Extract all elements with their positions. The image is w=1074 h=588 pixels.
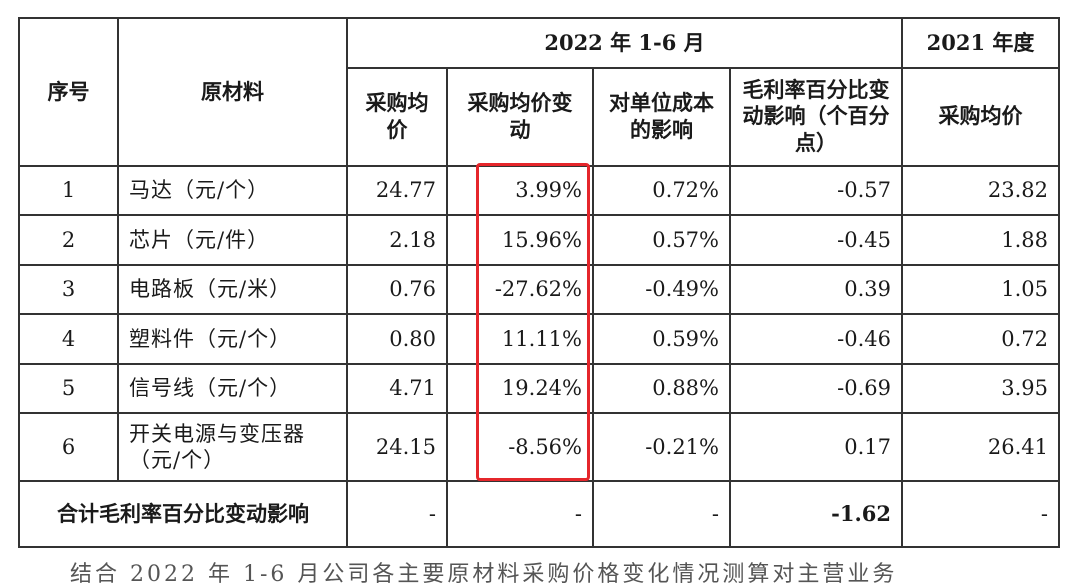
- cell-unit-cost: -0.49%: [592, 263, 731, 316]
- cell-margin: -0.46: [728, 313, 904, 365]
- table-row: 5 信号线（元/个） 4.71 19.24% 0.88% -0.69 3.95: [18, 362, 1061, 415]
- cell-material: 芯片（元/件）: [117, 214, 348, 266]
- cell-seq: 6: [18, 412, 119, 483]
- cell-price: 2.18: [346, 214, 448, 266]
- table-row: 3 电路板（元/米） 0.76 -27.62% -0.49% 0.39 1.05: [18, 263, 1061, 316]
- total-label: 合计毛利率百分比变动影响: [18, 480, 348, 548]
- cell-margin: -0.45: [728, 214, 904, 266]
- cell-price-2021: 0.72: [901, 313, 1061, 365]
- cell-change: 3.99%: [446, 164, 594, 217]
- cell-price-2021: 3.95: [901, 362, 1061, 415]
- total-change: -: [446, 480, 594, 548]
- cell-unit-cost: 0.59%: [592, 313, 731, 365]
- table-row: 6 开关电源与变压器（元/个） 24.15 -8.56% -0.21% 0.17…: [18, 412, 1061, 483]
- cell-seq: 2: [18, 214, 119, 266]
- header-unit-cost-impact: 对单位成本的影响: [592, 66, 731, 167]
- cell-seq: 1: [18, 164, 119, 217]
- cell-price-2021: 1.88: [901, 214, 1061, 266]
- cell-seq: 4: [18, 313, 119, 365]
- header-avg-price-2021: 采购均价: [901, 66, 1061, 167]
- cell-material: 电路板（元/米）: [117, 263, 348, 316]
- cell-change: 11.11%: [446, 313, 594, 365]
- cell-change: -8.56%: [446, 412, 594, 483]
- cell-price-2021: 23.82: [901, 164, 1061, 217]
- header-material: 原材料: [117, 17, 348, 167]
- cell-price: 24.15: [346, 412, 448, 483]
- cell-material: 马达（元/个）: [117, 164, 348, 217]
- cell-price: 0.76: [346, 263, 448, 316]
- cell-seq: 3: [18, 263, 119, 316]
- cell-seq: 5: [18, 362, 119, 415]
- cell-unit-cost: 0.88%: [592, 362, 731, 415]
- cell-change: 15.96%: [446, 214, 594, 266]
- cell-material: 塑料件（元/个）: [117, 313, 348, 365]
- cell-margin: -0.57: [728, 164, 904, 217]
- table-total-row: 合计毛利率百分比变动影响 - - - -1.62 -: [18, 480, 1061, 548]
- table-row: 1 马达（元/个） 24.77 3.99% 0.72% -0.57 23.82: [18, 164, 1061, 217]
- total-price: -: [346, 480, 448, 548]
- cell-price: 0.80: [346, 313, 448, 365]
- cell-change: -27.62%: [446, 263, 594, 316]
- cell-unit-cost: -0.21%: [592, 412, 731, 483]
- cell-price: 4.71: [346, 362, 448, 415]
- total-margin: -1.62: [728, 480, 904, 548]
- cell-material: 信号线（元/个）: [117, 362, 348, 415]
- cell-material: 开关电源与变压器（元/个）: [117, 412, 348, 483]
- cell-unit-cost: 0.72%: [592, 164, 731, 217]
- cell-price-2021: 1.05: [901, 263, 1061, 316]
- header-group-2021: 2021 年度: [901, 17, 1061, 69]
- total-unit-cost: -: [592, 480, 731, 548]
- header-avg-price: 采购均价: [346, 66, 448, 167]
- header-gross-margin-impact: 毛利率百分比变动影响（个百分点）: [728, 66, 904, 167]
- total-price-2021: -: [901, 480, 1061, 548]
- header-group-2022: 2022 年 1-6 月: [345, 17, 904, 69]
- cell-margin: 0.17: [728, 412, 904, 483]
- table-row: 4 塑料件（元/个） 0.80 11.11% 0.59% -0.46 0.72: [18, 313, 1061, 365]
- cell-margin: 0.39: [728, 263, 904, 316]
- cell-price: 24.77: [346, 164, 448, 217]
- header-seq: 序号: [18, 17, 119, 167]
- cell-change: 19.24%: [446, 362, 594, 415]
- table-row: 2 芯片（元/件） 2.18 15.96% 0.57% -0.45 1.88: [18, 214, 1061, 266]
- bottom-paragraph-text: 结合 2022 年 1-6 月公司各主要原材料采购价格变化情况测算对主营业务: [70, 562, 898, 587]
- cell-price-2021: 26.41: [901, 412, 1061, 483]
- cell-unit-cost: 0.57%: [592, 214, 731, 266]
- cell-margin: -0.69: [728, 362, 904, 415]
- header-avg-price-change: 采购均价变动: [446, 66, 594, 167]
- raw-material-price-table: 序号 原材料 2022 年 1-6 月 2021 年度 采购均价 采购均价变动 …: [18, 17, 1061, 548]
